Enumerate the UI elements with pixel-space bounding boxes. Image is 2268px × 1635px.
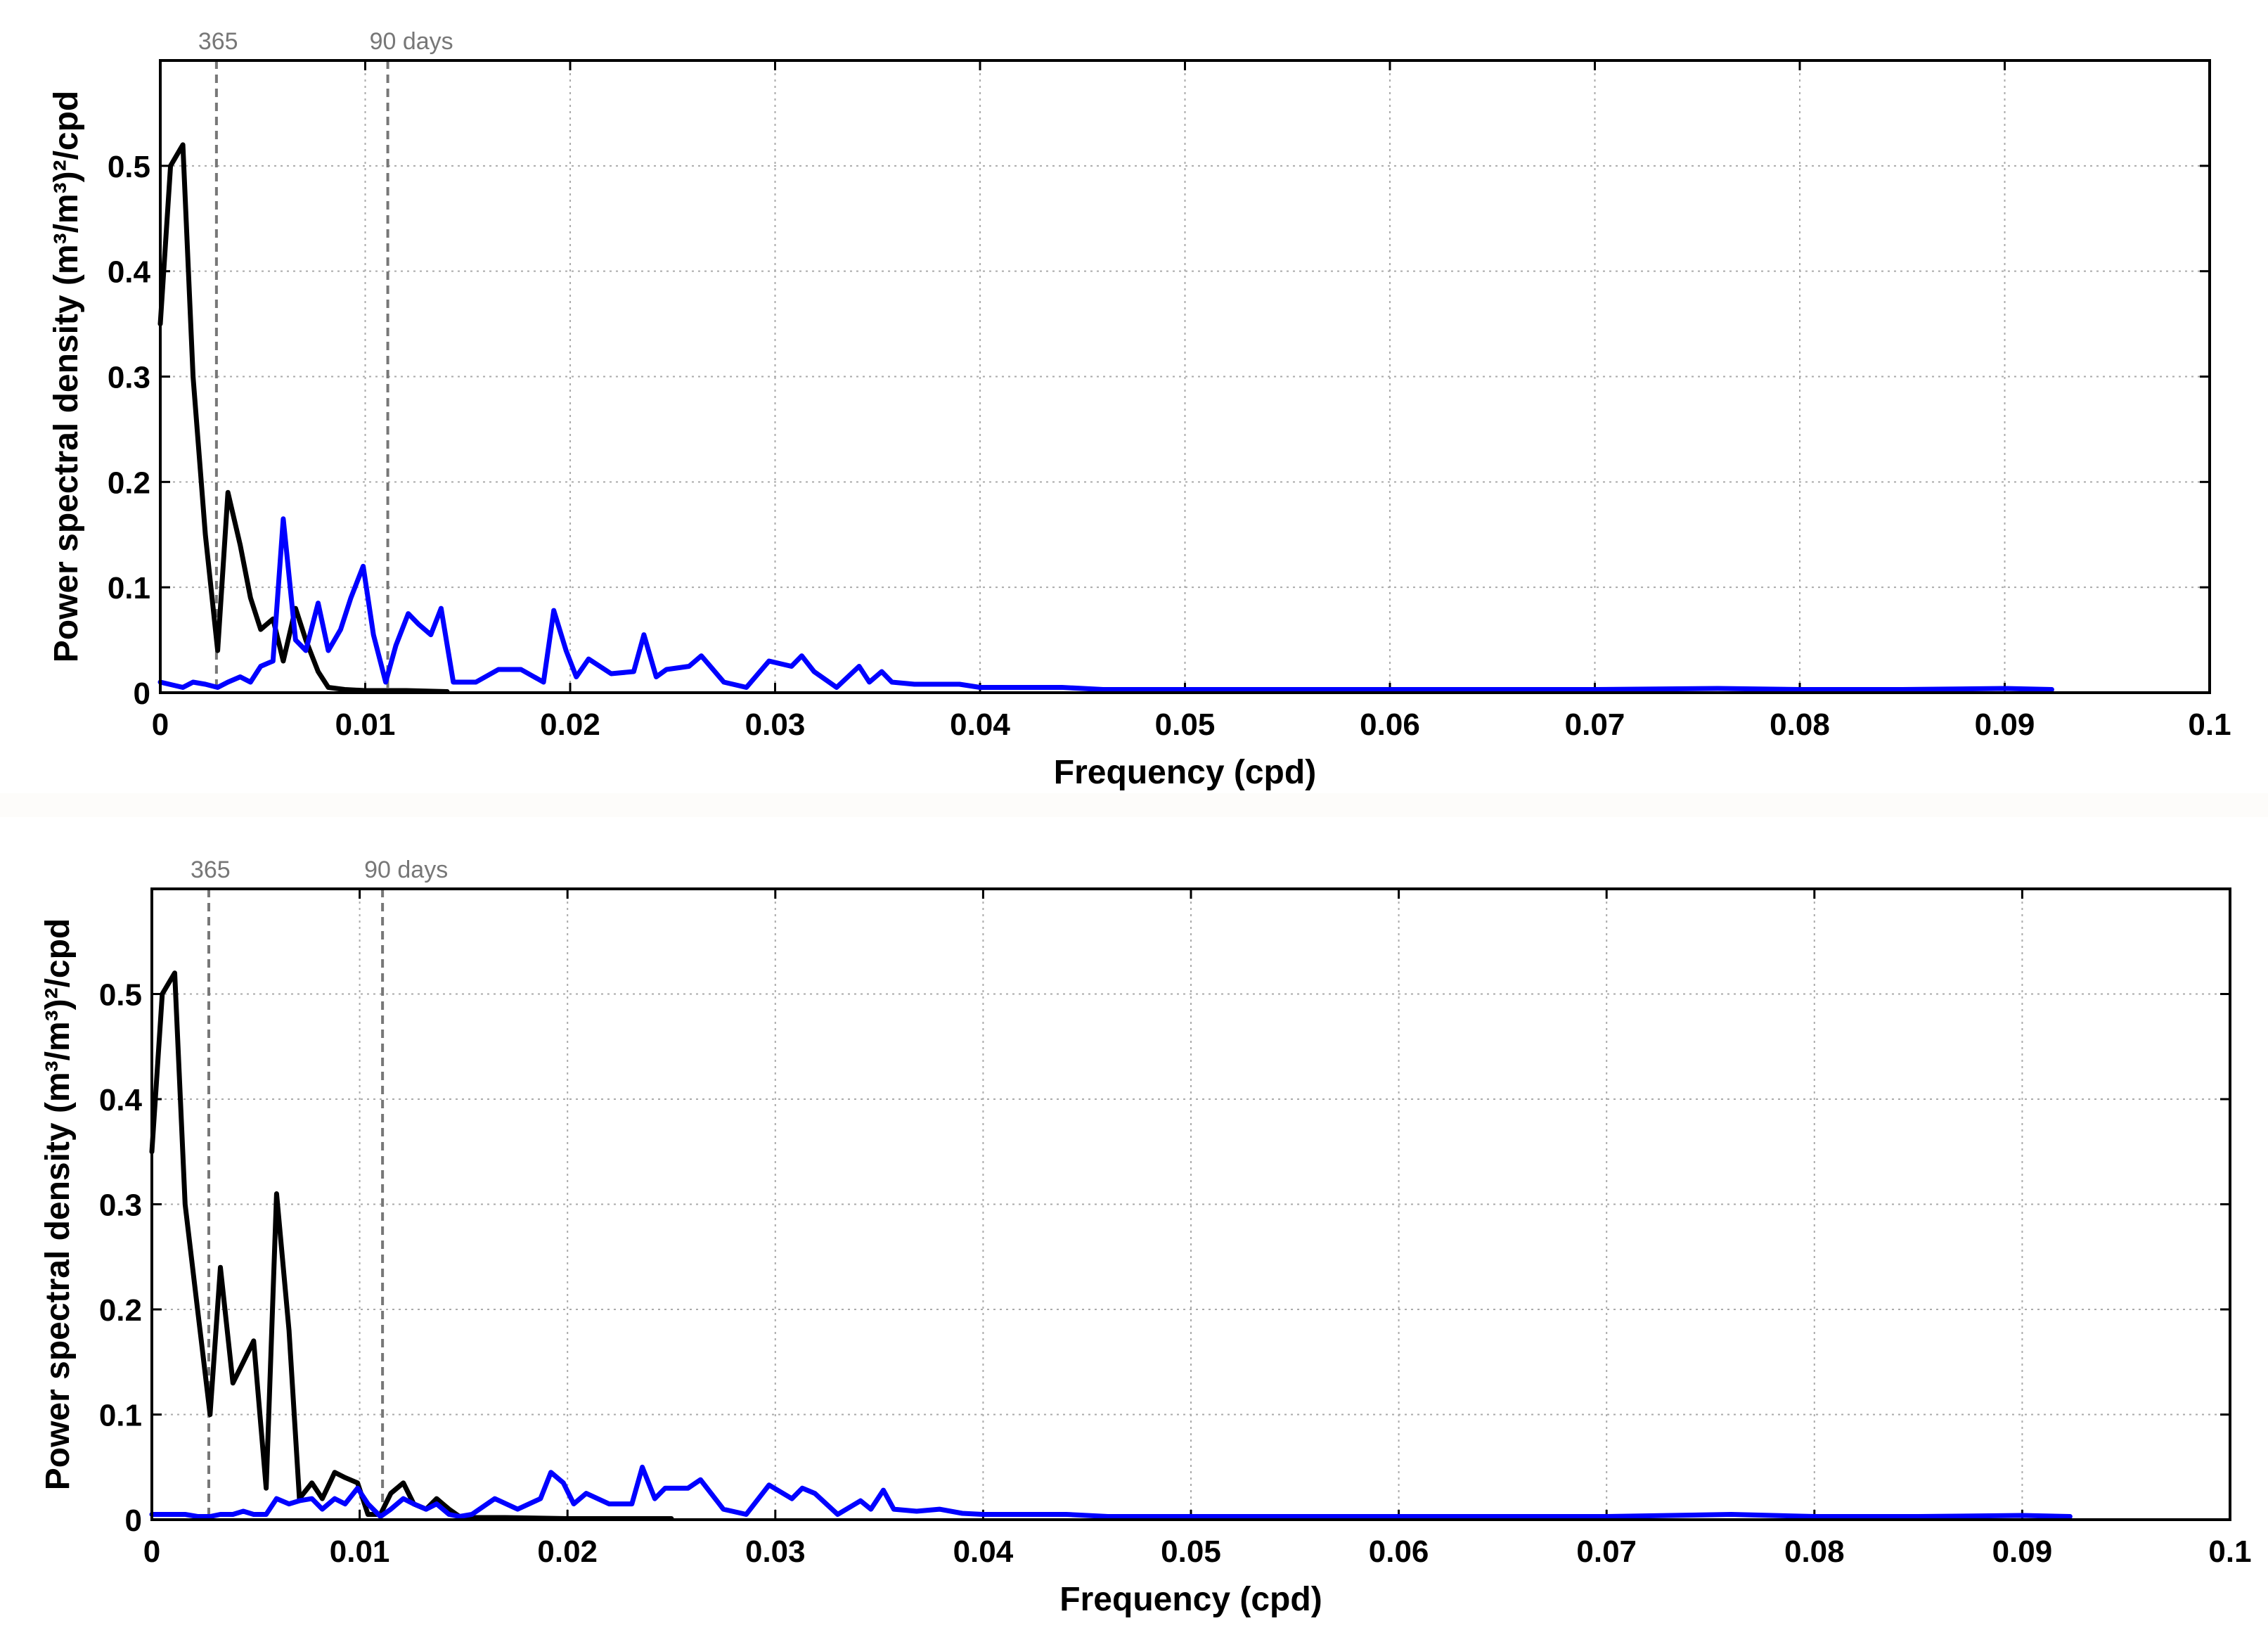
- y-tick-label: 0.5: [108, 150, 150, 184]
- plot-frame: [159, 59, 2211, 694]
- x-tick-label: 0.09: [1992, 1534, 2053, 1569]
- y-tick-label: 0.5: [99, 978, 142, 1013]
- series-line-blue: [149, 1464, 2073, 1519]
- x-tick-label: 0.06: [1360, 707, 1420, 742]
- x-tick-label: 0.05: [1155, 707, 1216, 742]
- period-marker-label: 365: [198, 28, 238, 55]
- x-tick-label: 0.07: [1565, 707, 1625, 742]
- x-tick-label: 0.04: [950, 707, 1010, 742]
- x-tick-label: 0.01: [335, 707, 396, 742]
- x-axis-label: Frequency (cpd): [1059, 1581, 1322, 1618]
- x-tick-label: 0.04: [953, 1534, 1014, 1569]
- x-tick-label: 0.03: [745, 1534, 806, 1569]
- panel-separator: [0, 793, 2268, 817]
- y-tick-label: 0.3: [99, 1188, 142, 1223]
- y-tick-label: 0.1: [99, 1399, 142, 1433]
- x-tick-label: 0.02: [537, 1534, 598, 1569]
- y-tick-label: 0.2: [108, 466, 150, 500]
- series-line-black: [149, 970, 674, 1521]
- series-line-black: [157, 142, 450, 694]
- y-axis-label: Power spectral density (m³/m³)²/cpd: [39, 918, 77, 1491]
- period-marker-label: 365: [191, 857, 231, 883]
- x-tick-label: 0.01: [330, 1534, 390, 1569]
- y-tick-label: 0.2: [99, 1293, 142, 1328]
- x-tick-label: 0.08: [1770, 707, 1830, 742]
- x-tick-label: 0.09: [1975, 707, 2035, 742]
- y-axis-label: Power spectral density (m³/m³)²/cpd: [48, 91, 85, 663]
- x-tick-label: 0: [152, 707, 169, 742]
- x-tick-label: 0.1: [2208, 1534, 2251, 1569]
- y-tick-label: 0.4: [99, 1083, 143, 1117]
- period-marker-label: 90 days: [370, 28, 453, 55]
- x-tick-label: 0.08: [1784, 1534, 1845, 1569]
- period-marker-label: 90 days: [364, 857, 448, 883]
- y-tick-label: 0: [134, 677, 150, 711]
- plot-frame: [150, 887, 2231, 1521]
- x-tick-label: 0.07: [1576, 1534, 1637, 1569]
- series-line-blue: [157, 516, 2054, 692]
- x-tick-label: 0.05: [1161, 1534, 1221, 1569]
- x-tick-label: 0.1: [2188, 707, 2231, 742]
- y-tick-label: 0.1: [108, 571, 150, 605]
- y-tick-label: 0: [125, 1503, 142, 1538]
- x-axis-label: Frequency (cpd): [1054, 754, 1316, 791]
- y-tick-label: 0.4: [108, 255, 151, 290]
- y-tick-label: 0.3: [108, 361, 150, 395]
- x-tick-label: 0.03: [745, 707, 806, 742]
- x-tick-label: 0: [143, 1534, 160, 1569]
- x-tick-label: 0.06: [1369, 1534, 1429, 1569]
- x-tick-label: 0.02: [540, 707, 600, 742]
